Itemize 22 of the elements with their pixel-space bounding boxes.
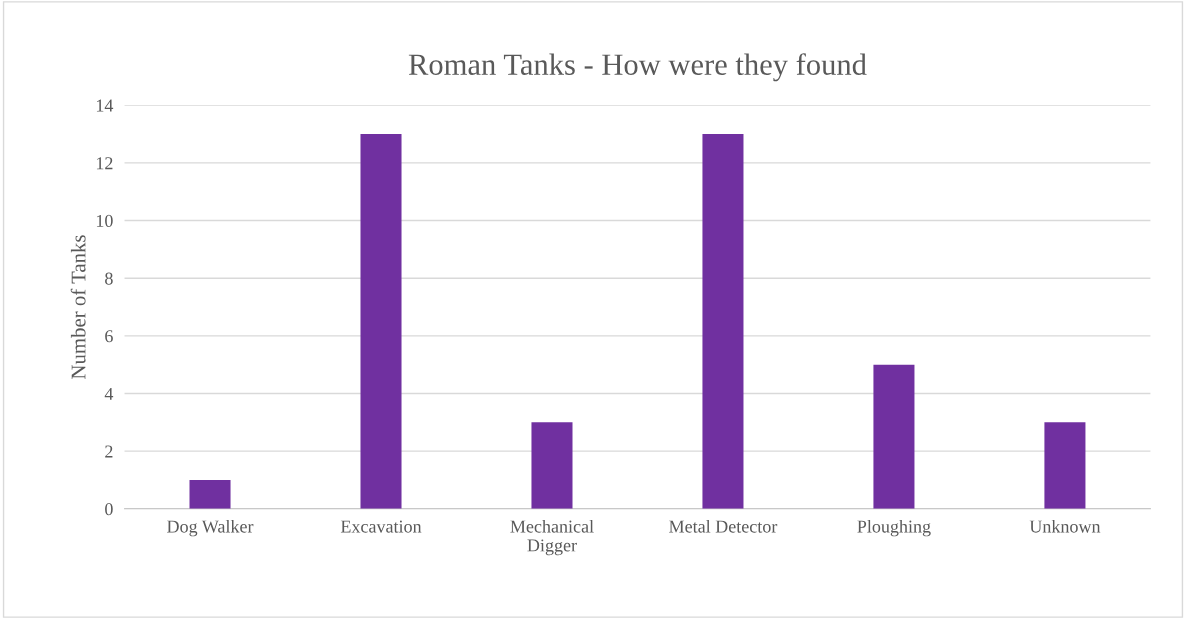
bar [873,364,915,509]
x-tick-label: Mechanical Digger [510,519,594,556]
x-tick-label: Metal Detector [669,519,778,533]
bar [531,422,573,509]
y-tick-label: 2 [105,445,113,458]
bar [702,134,744,509]
y-tick-label: 12 [96,157,113,170]
bar [189,479,231,509]
y-tick-label: 4 [104,387,114,400]
y-tick-label: 10 [96,214,113,227]
y-tick-label: 14 [96,99,114,112]
x-tick-label: Ploughing [857,519,931,537]
bar [360,134,402,509]
x-tick-label: Excavation [340,520,422,533]
bar [1044,422,1086,509]
y-tick-label: 6 [105,330,113,343]
y-tick-label: 0 [105,503,113,516]
x-tick-label: Unknown [1029,519,1101,533]
y-tick-label: 8 [105,272,113,285]
x-tick-label: Dog Walker [167,519,254,537]
y-axis-title: Number of Tanks [70,235,86,379]
chart-title: Roman Tanks - How were they found [408,53,867,82]
